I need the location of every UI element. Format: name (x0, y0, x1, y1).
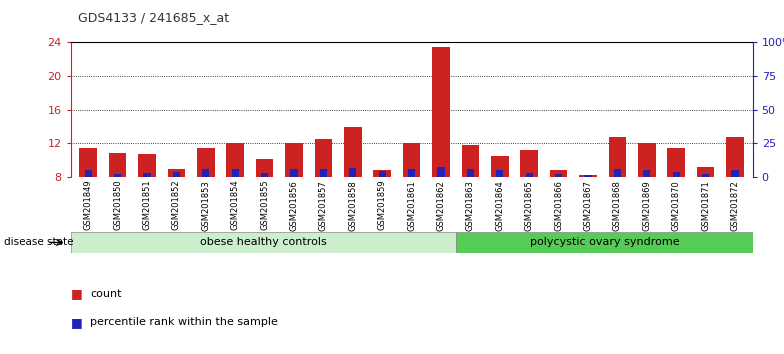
Bar (227, 143, 244, 177)
Bar (697, 167, 714, 177)
Bar (79, 148, 97, 177)
Bar (202, 170, 209, 177)
Bar (584, 175, 592, 177)
Bar (71, 232, 456, 253)
Text: obese healthy controls: obese healthy controls (200, 238, 327, 247)
Bar (320, 169, 327, 177)
Bar (403, 143, 420, 177)
Bar (432, 47, 450, 177)
Bar (285, 143, 303, 177)
Bar (702, 174, 710, 177)
Bar (114, 174, 122, 177)
Text: count: count (90, 289, 122, 299)
Bar (408, 170, 416, 177)
Bar (638, 143, 655, 177)
Bar (256, 159, 274, 177)
Bar (197, 148, 215, 177)
Bar (143, 173, 151, 177)
Text: ■: ■ (71, 287, 82, 300)
Bar (614, 169, 621, 177)
Text: polycystic ovary syndrome: polycystic ovary syndrome (529, 238, 679, 247)
Bar (643, 170, 651, 177)
Bar (726, 137, 744, 177)
Bar (290, 170, 298, 177)
Bar (491, 156, 509, 177)
Text: disease state: disease state (4, 238, 74, 247)
Bar (555, 174, 562, 177)
Bar (579, 175, 597, 177)
Bar (462, 145, 479, 177)
Text: percentile rank within the sample: percentile rank within the sample (90, 317, 278, 327)
Bar (521, 150, 538, 177)
Text: ■: ■ (71, 316, 82, 329)
Bar (667, 148, 685, 177)
Bar (456, 232, 753, 253)
Bar (608, 137, 626, 177)
Bar (496, 170, 503, 177)
Bar (109, 154, 126, 177)
Bar (168, 169, 185, 177)
Bar (261, 173, 268, 177)
Text: GDS4133 / 241685_x_at: GDS4133 / 241685_x_at (78, 11, 230, 24)
Bar (731, 170, 739, 177)
Bar (373, 170, 391, 177)
Bar (172, 172, 180, 177)
Bar (349, 168, 357, 177)
Bar (550, 170, 568, 177)
Bar (344, 127, 361, 177)
Bar (138, 154, 156, 177)
Bar (85, 170, 92, 177)
Bar (314, 139, 332, 177)
Bar (379, 171, 386, 177)
Bar (466, 170, 474, 177)
Bar (231, 169, 239, 177)
Bar (673, 172, 680, 177)
Bar (525, 173, 533, 177)
Bar (437, 167, 445, 177)
